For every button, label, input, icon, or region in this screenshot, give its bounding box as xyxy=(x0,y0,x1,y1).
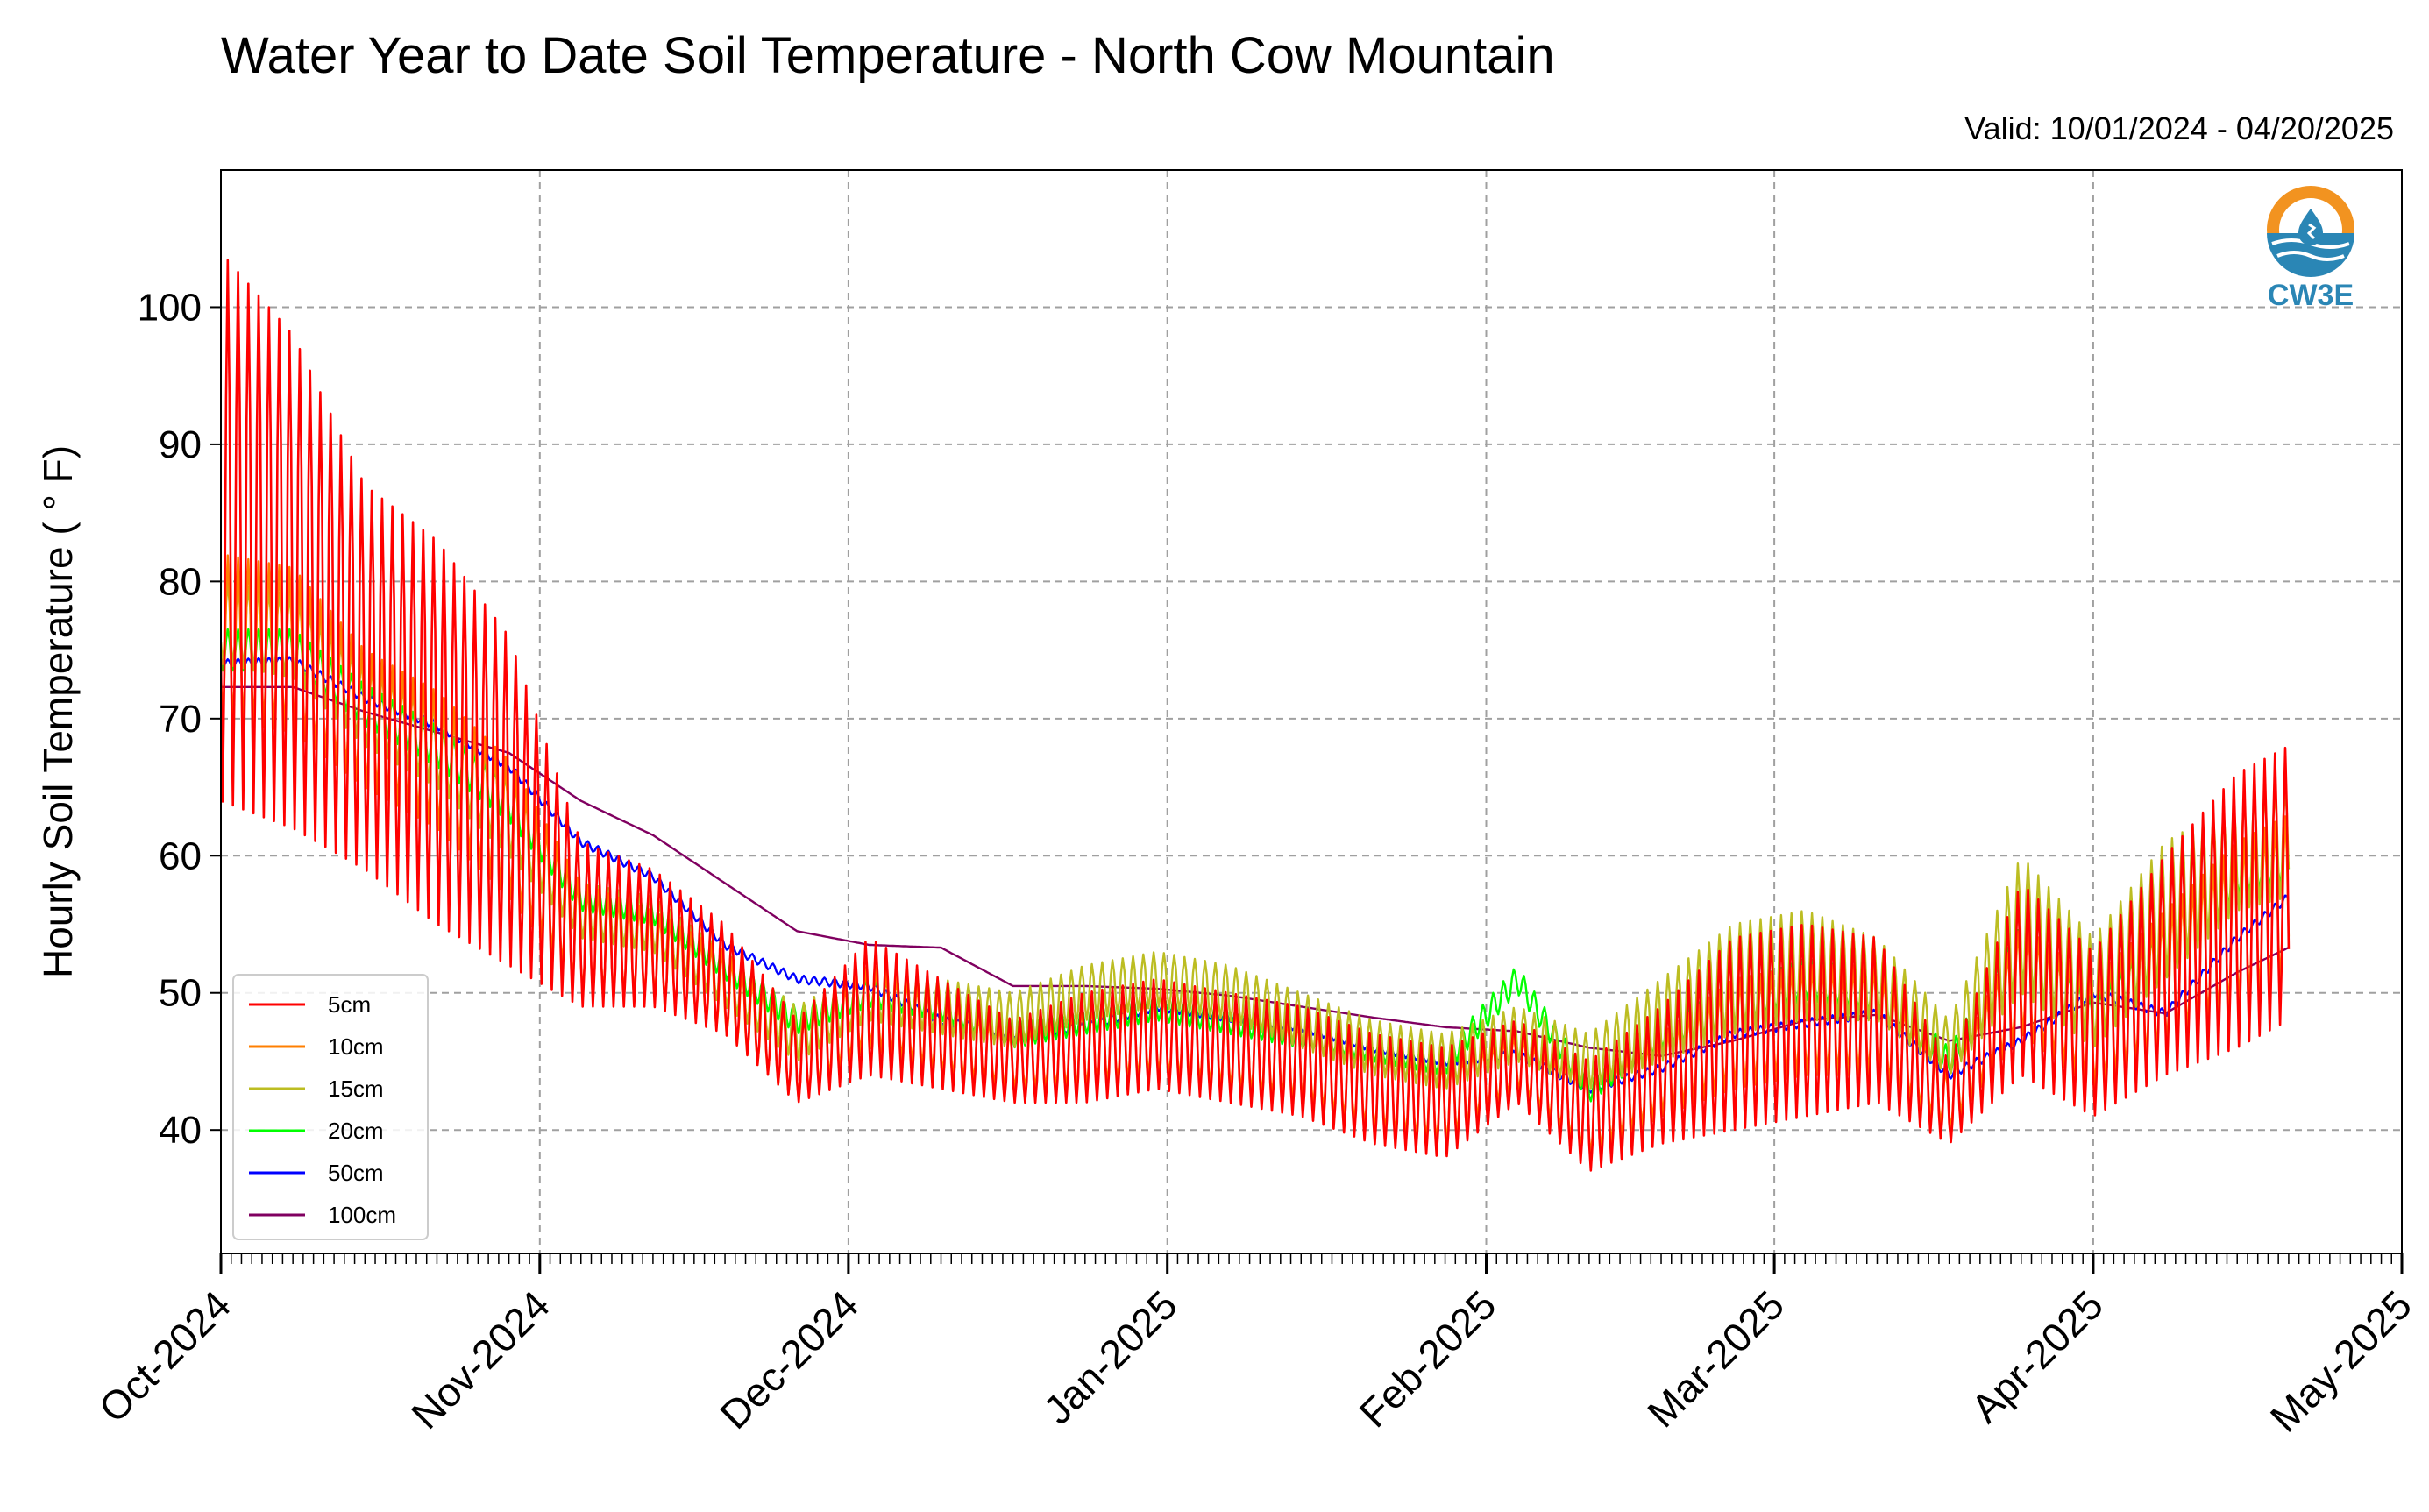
logo-text: CW3E xyxy=(2268,279,2354,312)
cw3e-logo: CW3E xyxy=(2267,186,2354,312)
series-line-5cm xyxy=(221,259,2291,1172)
x-tick-label: Mar-2025 xyxy=(1638,1281,1793,1436)
y-tick-label: 100 xyxy=(138,286,202,329)
chart-title: Water Year to Date Soil Temperature - No… xyxy=(221,27,1555,84)
legend-label-5cm: 5cm xyxy=(328,991,371,1018)
x-tick-label: May-2025 xyxy=(2262,1281,2420,1440)
legend-label-100cm: 100cm xyxy=(328,1202,396,1228)
legend: 5cm 10cm 15cm 20cm 50cm 100cm xyxy=(232,974,429,1240)
valid-prefix: Valid: xyxy=(1964,110,2042,146)
x-tick-label: Dec-2024 xyxy=(711,1281,867,1437)
x-tick-label: Oct-2024 xyxy=(90,1281,240,1431)
x-tick-label: Nov-2024 xyxy=(402,1281,558,1437)
y-tick-label: 50 xyxy=(159,972,202,1015)
legend-label-10cm: 10cm xyxy=(328,1033,384,1060)
y-tick-label: 80 xyxy=(159,560,202,603)
y-tick-label: 70 xyxy=(159,698,202,741)
valid-range-label: Valid: 10/01/2024 - 04/20/2025 xyxy=(1964,110,2394,147)
legend-label-50cm: 50cm xyxy=(328,1160,384,1186)
legend-label-15cm: 15cm xyxy=(328,1075,384,1102)
y-tick-label: 60 xyxy=(159,834,202,877)
water-drop-sun-icon xyxy=(2267,186,2354,277)
y-tick-label: 90 xyxy=(159,423,202,466)
series-lines xyxy=(221,259,2291,1172)
legend-label-20cm: 20cm xyxy=(328,1118,384,1144)
x-tick-label: Jan-2025 xyxy=(1034,1281,1185,1432)
y-axis-label: Hourly Soil Temperature ( ° F) xyxy=(35,445,81,978)
valid-range: 10/01/2024 - 04/20/2025 xyxy=(2049,110,2394,146)
y-tick-label: 40 xyxy=(159,1109,202,1152)
x-tick-label: Apr-2025 xyxy=(1962,1281,2112,1431)
x-tick-label: Feb-2025 xyxy=(1351,1281,1505,1436)
